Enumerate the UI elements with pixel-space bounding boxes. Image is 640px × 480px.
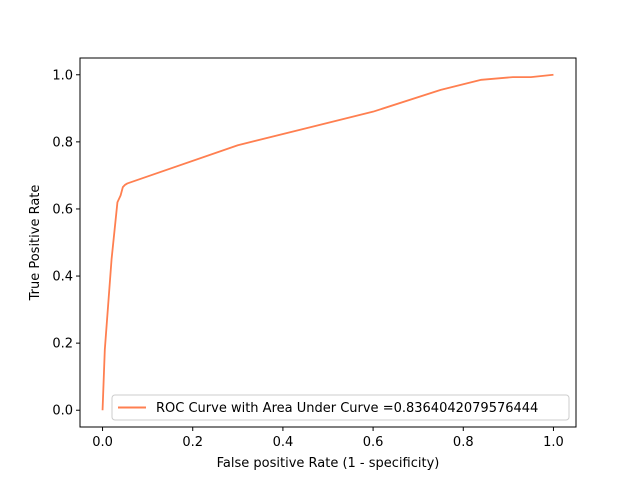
x-tick-label: 1.0 (543, 435, 564, 450)
series-layer (101, 73, 554, 411)
plot-frame (79, 57, 577, 428)
x-tick-label: 0.4 (273, 435, 294, 450)
legend-entry-roc: ROC Curve with Area Under Curve =0.83640… (156, 401, 538, 416)
series-line-0 (101, 73, 554, 411)
x-tick-label: 0.6 (363, 435, 384, 450)
legend-box (111, 394, 570, 421)
y-tick-label: 0.8 (52, 135, 73, 150)
y-tick-label: 1.0 (52, 68, 73, 83)
x-tick-label: 0.8 (453, 435, 474, 450)
x-tick-label: 0.2 (182, 435, 203, 450)
plot-area (80, 58, 576, 427)
y-tick-label: 0.4 (52, 270, 73, 285)
x-axis-label: False positive Rate (1 - specificity) (217, 456, 440, 471)
legend: ROC Curve with Area Under Curve =0.83640… (111, 394, 570, 421)
x-axis-ticks: 0.0 0.2 0.4 0.6 0.8 1.0 (92, 427, 564, 450)
y-axis-ticks: 0.0 0.2 0.4 0.6 0.8 1.0 (52, 68, 80, 419)
x-tick-label: 0.0 (92, 435, 113, 450)
y-axis-label: True Positive Rate (28, 185, 43, 302)
y-tick-label: 0.0 (52, 404, 73, 419)
y-tick-label: 0.2 (52, 337, 73, 352)
y-tick-label: 0.6 (52, 202, 73, 217)
